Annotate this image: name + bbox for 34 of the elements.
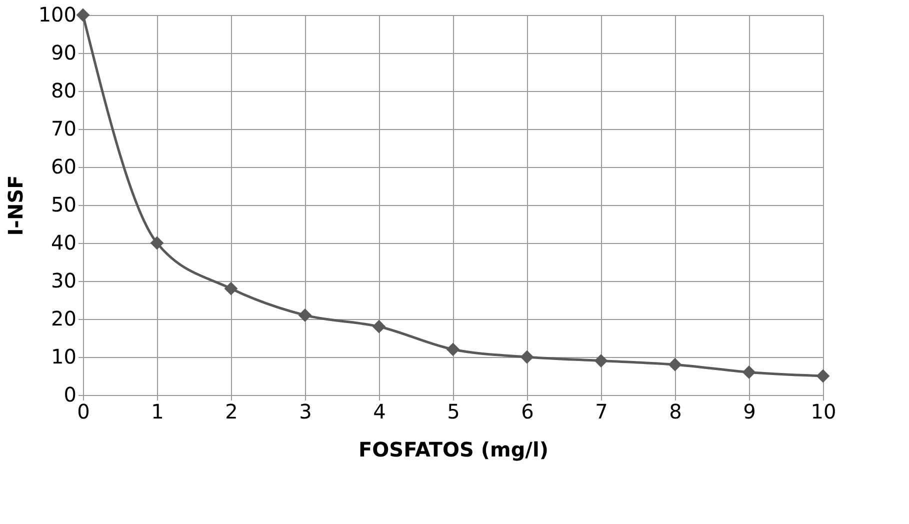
x-tick-label: 5 <box>447 400 460 424</box>
y-tick-label: 20 <box>51 306 76 330</box>
point <box>594 354 608 368</box>
x-tick-label: 1 <box>151 400 164 424</box>
point <box>446 342 460 356</box>
y-axis-title: I-NSF <box>3 175 28 236</box>
y-tick-label: 70 <box>51 116 76 140</box>
x-axis-title: FOSFATOS (mg/l) <box>358 438 548 462</box>
point <box>298 308 312 322</box>
x-tick-label: 9 <box>743 400 756 424</box>
x-tick-label: 3 <box>299 400 312 424</box>
point <box>76 8 90 22</box>
x-tick-label: 6 <box>521 400 534 424</box>
y-tick-label: 60 <box>51 154 76 178</box>
y-tick-label: 90 <box>51 40 76 64</box>
point <box>150 236 164 250</box>
x-tick-label: 10 <box>810 400 836 424</box>
y-tick-label: 100 <box>38 2 76 26</box>
point <box>668 358 682 372</box>
y-tick-label: 80 <box>51 78 76 102</box>
y-tick-label: 10 <box>51 344 76 368</box>
point <box>372 320 386 334</box>
point <box>742 365 756 379</box>
point <box>520 350 534 364</box>
x-tick-label: 2 <box>225 400 238 424</box>
y-tick-label: 30 <box>51 268 76 292</box>
point <box>224 282 238 296</box>
x-tick-label: 8 <box>669 400 682 424</box>
y-tick-label: 40 <box>51 230 76 254</box>
y-tick-label: 50 <box>51 192 76 216</box>
x-tick-label: 4 <box>373 400 386 424</box>
x-tick-label: 7 <box>595 400 608 424</box>
y-tick-label: 0 <box>64 382 76 406</box>
point <box>816 369 830 383</box>
